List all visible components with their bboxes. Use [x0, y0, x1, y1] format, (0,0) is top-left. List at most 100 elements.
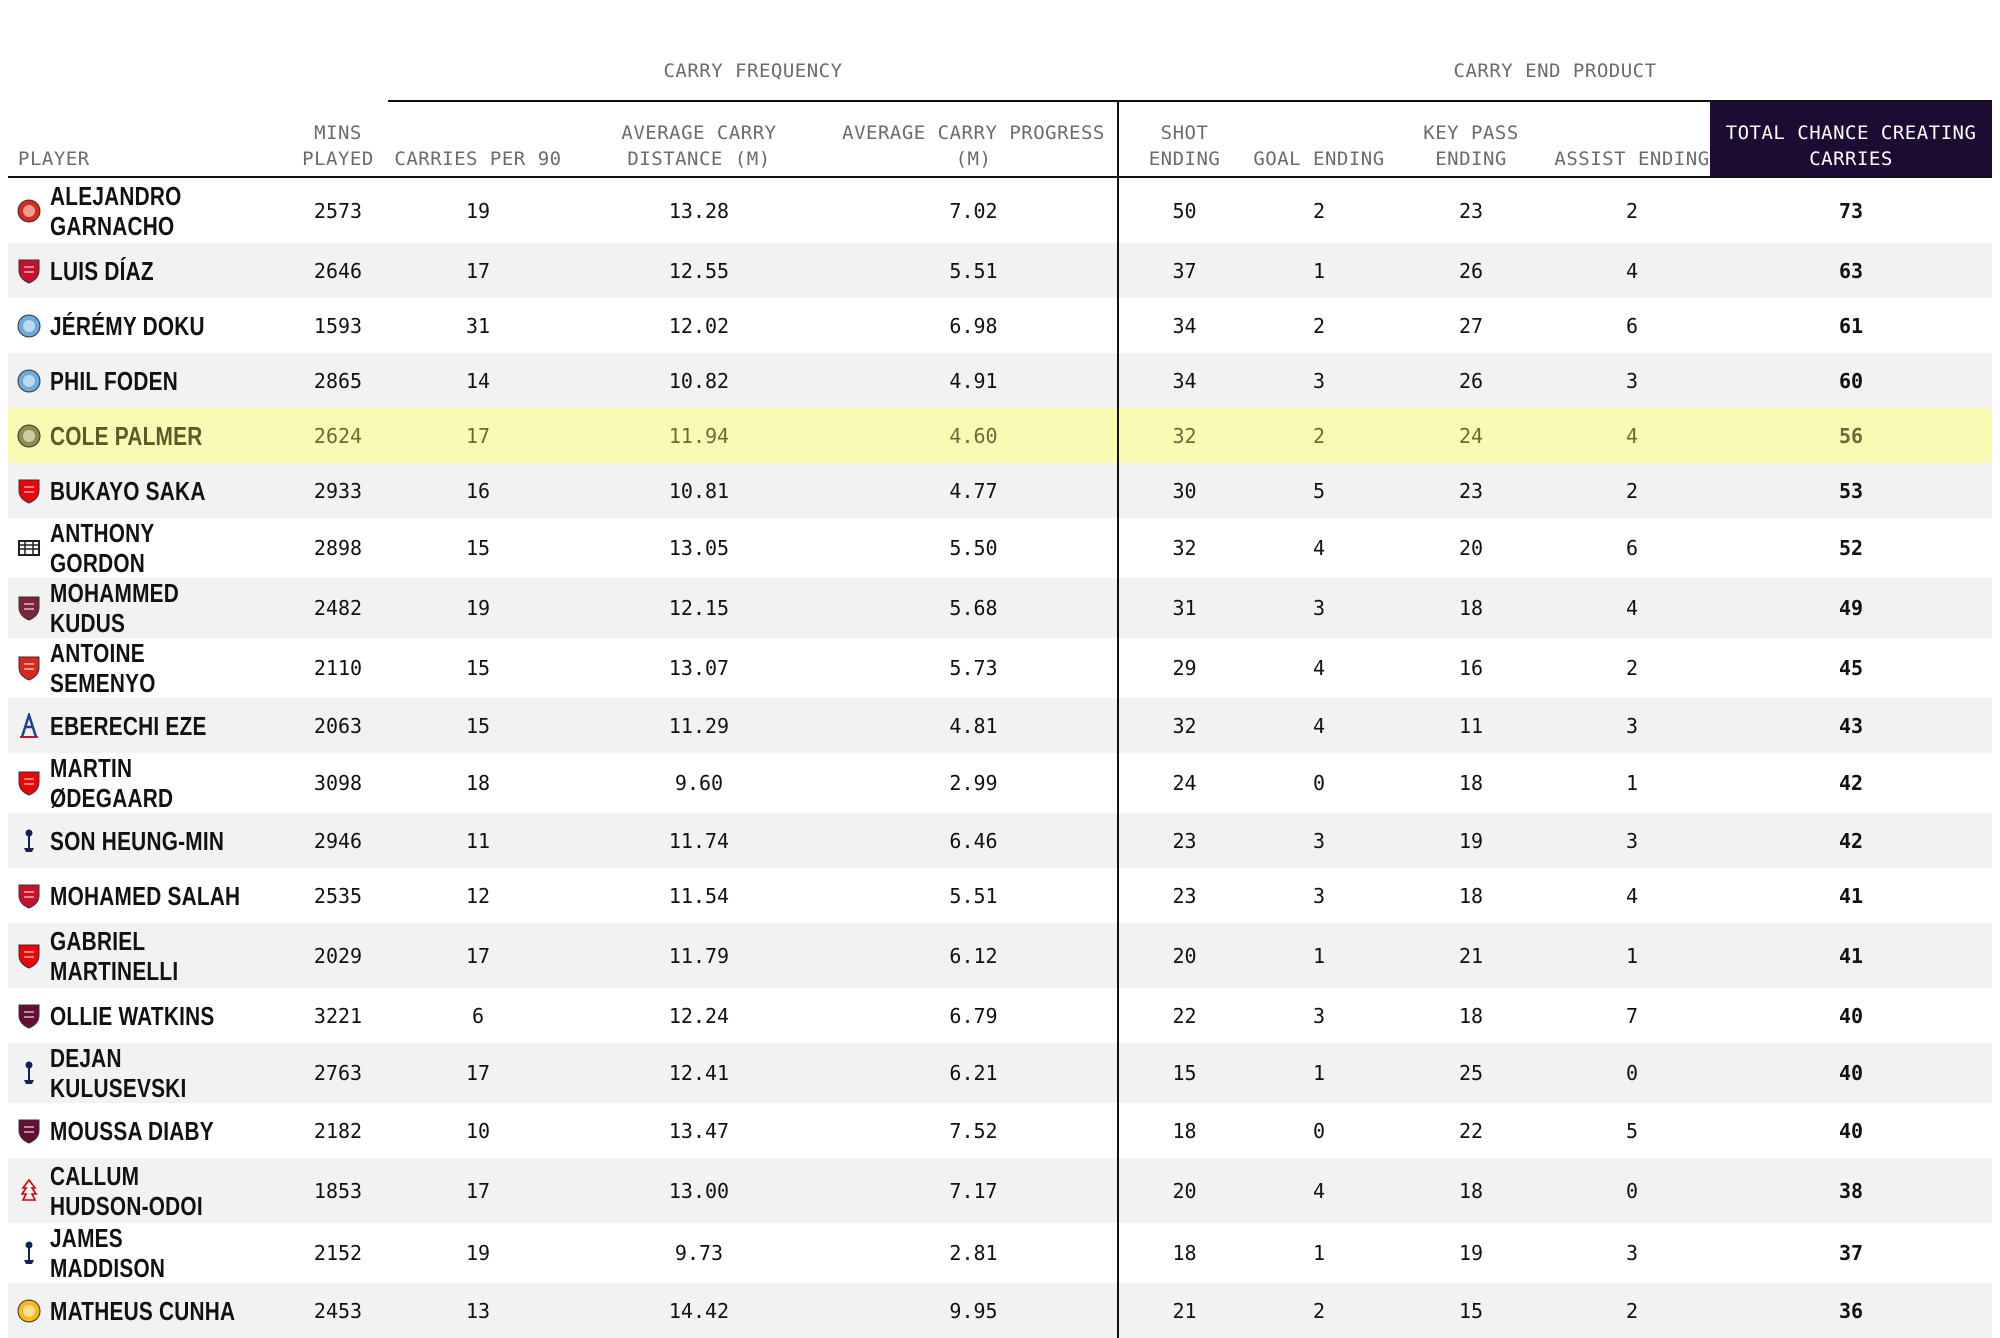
cell-mins: 2624	[288, 408, 388, 463]
cell-mins: 1853	[288, 1158, 388, 1223]
cell-distance: 12.15	[568, 578, 830, 638]
cell-total: 52	[1838, 536, 1864, 560]
group-carry-end-product: CARRY END PRODUCT	[1118, 0, 1993, 102]
cell-total: 42	[1710, 813, 1993, 868]
cell-goal: 2	[1313, 313, 1326, 338]
cell-shot: 21	[1117, 1283, 1251, 1338]
player-name: DEJAN KULUSEVSKI	[50, 1043, 187, 1103]
cell-progress: 7.02	[949, 198, 998, 223]
cell-mins: 2029	[288, 923, 388, 988]
table-row: CALLUM HUDSON-ODOI 1853 17 13.00 7.17 20 4 18 0 3…	[8, 1158, 1993, 1223]
cell-progress: 5.51	[830, 243, 1119, 298]
cell-total: 43	[1710, 698, 1993, 753]
table-row: PHIL FODEN 2865 14 10.82 4.91 34 3 26 3 60	[8, 353, 1993, 408]
cell-keypass: 18	[1458, 771, 1484, 795]
cell-progress: 9.95	[830, 1283, 1119, 1338]
cell-carries: 12	[465, 883, 491, 908]
player-name: JAMES MADDISON	[50, 1223, 166, 1283]
cell-distance: 12.55	[568, 243, 830, 298]
cell-carries: 19	[388, 578, 568, 638]
player-name: LUIS DÍAZ	[50, 255, 154, 286]
cell-total: 41	[1838, 883, 1864, 908]
col-shot-ending: SHOT ENDING	[1117, 101, 1251, 178]
cell-total: 40	[1710, 1043, 1993, 1103]
cell-keypass: 23	[1458, 198, 1484, 223]
cell-distance: 9.60	[674, 771, 724, 795]
cell-mins: 3098	[313, 771, 363, 795]
player-cell: JAMES MADDISON	[8, 1223, 288, 1283]
cell-assist: 3	[1554, 813, 1711, 868]
group-header-row: CARRY FREQUENCY CARRY END PRODUCT	[8, 0, 1993, 102]
player-name: BUKAYO SAKA	[50, 475, 206, 506]
cell-distance: 13.28	[668, 198, 730, 223]
cell-goal: 2	[1250, 408, 1389, 463]
table-row: JAMES MADDISON 2152 19 9.73 2.81 18 1 19 3 37	[8, 1223, 1992, 1283]
cell-distance: 13.05	[668, 536, 730, 560]
player-name: COLE PALMER	[50, 420, 203, 451]
bournemouth-crest-icon	[16, 655, 42, 681]
cell-keypass: 24	[1388, 408, 1555, 463]
col-carries-per-90: CARRIES PER 90	[388, 101, 568, 178]
cell-progress: 6.21	[830, 1043, 1119, 1103]
cell-carries: 17	[388, 243, 568, 298]
cell-keypass: 19	[1388, 813, 1555, 868]
cell-goal: 3	[1250, 813, 1389, 868]
player-name: PHIL FODEN	[50, 365, 178, 396]
cell-assist: 4	[1554, 578, 1711, 638]
player-name: ANTHONY GORDON	[50, 518, 155, 578]
cell-carries: 11	[388, 813, 568, 868]
cell-mins: 2152	[313, 1241, 363, 1265]
cell-assist: 5	[1626, 1118, 1639, 1143]
cell-goal: 1	[1250, 923, 1389, 988]
cell-total: 40	[1838, 1118, 1864, 1143]
cell-keypass: 26	[1388, 353, 1555, 408]
table-row: JÉRÉMY DOKU 1593 31 12.02 6.98 34 2 27 6 61	[8, 298, 1992, 353]
cell-keypass: 19	[1458, 1241, 1484, 1265]
cell-distance: 11.94	[568, 408, 830, 463]
liverpool-crest-icon	[16, 883, 42, 909]
cell-total: 56	[1710, 408, 1993, 463]
cell-progress: 6.12	[830, 923, 1119, 988]
cell-assist: 6	[1626, 536, 1639, 560]
cell-keypass: 18	[1458, 883, 1484, 908]
cell-total: 37	[1838, 1241, 1864, 1265]
cell-carries: 17	[388, 923, 568, 988]
cell-distance: 13.00	[568, 1158, 830, 1223]
cell-progress: 4.91	[830, 353, 1119, 408]
cell-shot: 23	[1117, 868, 1251, 923]
cell-carries: 16	[388, 463, 568, 518]
table-row: COLE PALMER 2624 17 11.94 4.60 32 2 24 4 56	[8, 408, 1993, 463]
player-cell: MARTIN ØDEGAARD	[8, 753, 288, 813]
cell-carries: 15	[388, 698, 568, 753]
cell-distance: 9.73	[674, 1241, 724, 1265]
cell-mins: 2933	[288, 463, 388, 518]
cell-progress: 2.81	[949, 1241, 998, 1265]
col-assist-ending: ASSIST ENDING	[1554, 101, 1711, 178]
table-row: OLLIE WATKINS 3221 6 12.24 6.79 22 3 18 7 40	[8, 988, 1992, 1043]
cell-assist: 4	[1554, 243, 1711, 298]
group-carry-frequency: CARRY FREQUENCY	[388, 0, 1119, 102]
arsenal-crest-icon	[16, 943, 42, 969]
table-row: BUKAYO SAKA 2933 16 10.81 4.77 30 5 23 2 53	[8, 463, 1993, 518]
cell-keypass: 27	[1458, 313, 1484, 338]
cell-carries: 17	[388, 1043, 568, 1103]
cell-shot: 15	[1117, 1043, 1251, 1103]
cell-shot: 20	[1117, 1158, 1251, 1223]
player-name: JÉRÉMY DOKU	[50, 310, 205, 341]
man-city-crest-icon	[16, 313, 42, 339]
cell-goal: 4	[1313, 536, 1326, 560]
cell-assist: 3	[1626, 1241, 1639, 1265]
cell-mins: 2898	[313, 536, 363, 560]
player-cell: EBERECHI EZE	[8, 698, 288, 753]
cell-progress: 2.99	[949, 771, 998, 795]
cell-assist: 6	[1626, 313, 1639, 338]
player-name: MOUSSA DIABY	[50, 1115, 214, 1146]
cell-keypass: 23	[1388, 463, 1555, 518]
col-player: PLAYER	[8, 101, 288, 178]
cell-mins: 2063	[288, 698, 388, 753]
cell-shot: 30	[1117, 463, 1251, 518]
cell-shot: 34	[1117, 353, 1251, 408]
player-cell: MOUSSA DIABY	[8, 1103, 288, 1158]
cell-keypass: 16	[1458, 656, 1484, 680]
cell-distance: 10.82	[568, 353, 830, 408]
